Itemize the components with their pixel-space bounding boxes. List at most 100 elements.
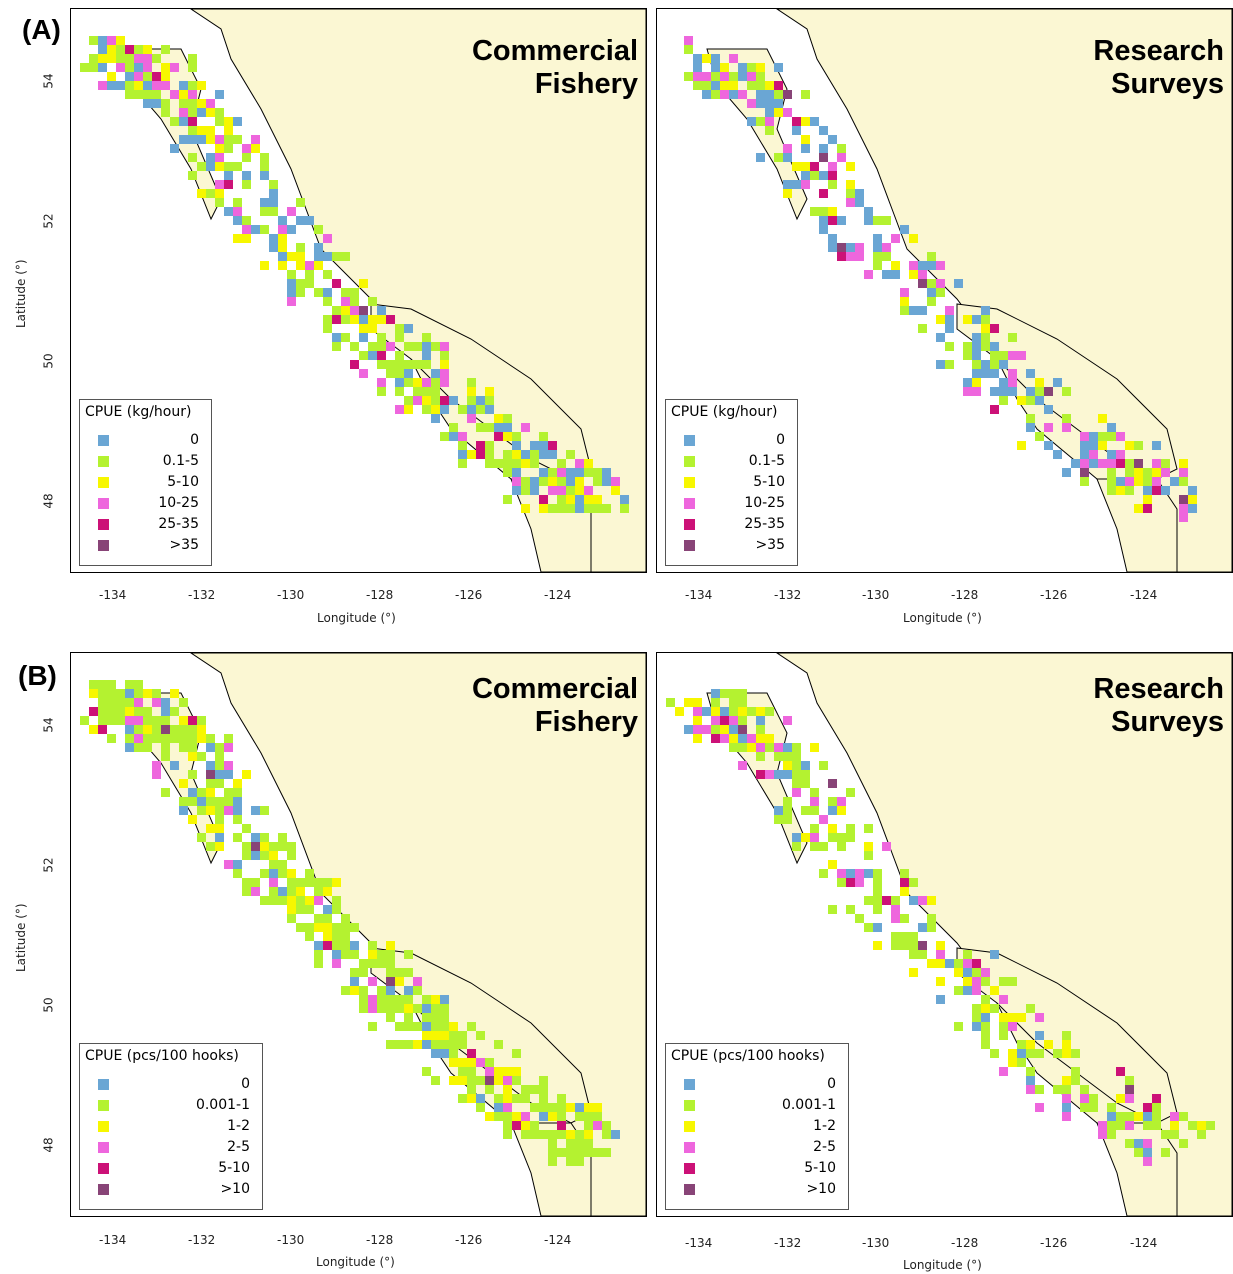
cpue-cell <box>1152 1094 1161 1103</box>
cpue-cell <box>1071 1049 1080 1058</box>
x-tick: -128 <box>951 1236 979 1250</box>
cpue-cell <box>431 1022 440 1031</box>
cpue-cell <box>873 243 882 252</box>
cpue-cell <box>269 198 278 207</box>
cpue-cell <box>936 977 945 986</box>
cpue-cell <box>837 243 846 252</box>
cpue-cell <box>828 243 837 252</box>
cpue-cell <box>557 1103 566 1112</box>
legend-title: CPUE (kg/hour) <box>671 404 778 420</box>
cpue-cell <box>269 180 278 189</box>
cpue-cell <box>927 923 936 932</box>
cpue-cell <box>521 1112 530 1121</box>
cpue-cell <box>584 504 593 513</box>
cpue-cell <box>152 761 161 770</box>
cpue-cell <box>143 72 152 81</box>
cpue-cell <box>404 1040 413 1049</box>
cpue-cell <box>846 878 855 887</box>
legend-item-label: >10 <box>806 1181 836 1197</box>
cpue-cell <box>1125 477 1134 486</box>
cpue-cell <box>918 279 927 288</box>
cpue-cell <box>1026 369 1035 378</box>
cpue-cell <box>485 450 494 459</box>
cpue-cell <box>179 117 188 126</box>
cpue-cell <box>161 108 170 117</box>
cpue-cell <box>134 90 143 99</box>
y-tick: 50 <box>41 353 56 369</box>
cpue-cell <box>368 324 377 333</box>
x-axis-label: Longitude (°) <box>903 611 982 625</box>
cpue-cell <box>620 504 629 513</box>
cpue-cell <box>611 1130 620 1139</box>
cpue-cell <box>386 342 395 351</box>
cpue-cell <box>260 869 269 878</box>
cpue-cell <box>1116 432 1125 441</box>
cpue-cell <box>810 824 819 833</box>
cpue-cell <box>125 63 134 72</box>
cpue-cell <box>1116 1067 1125 1076</box>
cpue-cell <box>107 734 116 743</box>
cpue-cell <box>224 770 233 779</box>
cpue-cell <box>1125 1085 1134 1094</box>
cpue-cell <box>720 725 729 734</box>
cpue-cell <box>828 207 837 216</box>
cpue-cell <box>332 333 341 342</box>
cpue-cell <box>350 306 359 315</box>
cpue-cell <box>296 878 305 887</box>
cpue-cell <box>440 1004 449 1013</box>
cpue-cell <box>251 833 260 842</box>
cpue-cell <box>900 941 909 950</box>
cpue-cell <box>1125 1112 1134 1121</box>
cpue-cell <box>720 72 729 81</box>
cpue-cell <box>738 698 747 707</box>
cpue-cell <box>485 441 494 450</box>
x-tick: -132 <box>188 1233 216 1247</box>
cpue-cell <box>720 63 729 72</box>
cpue-cell <box>819 815 828 824</box>
cpue-cell <box>891 941 900 950</box>
cpue-cell <box>963 351 972 360</box>
cpue-cell <box>936 995 945 1004</box>
cpue-cell <box>963 977 972 986</box>
x-axis-label: Longitude (°) <box>903 1258 982 1272</box>
cpue-cell <box>999 1031 1008 1040</box>
cpue-cell <box>1026 1067 1035 1076</box>
cpue-cell <box>287 288 296 297</box>
cpue-cell <box>810 162 819 171</box>
cpue-cell <box>972 351 981 360</box>
cpue-cell <box>341 932 350 941</box>
cpue-cell <box>1143 486 1152 495</box>
cpue-cell <box>765 108 774 117</box>
cpue-cell <box>1125 1121 1134 1130</box>
cpue-cell <box>900 225 909 234</box>
cpue-cell <box>350 977 359 986</box>
cpue-cell <box>98 54 107 63</box>
cpue-cell <box>323 270 332 279</box>
cpue-cell <box>936 959 945 968</box>
cpue-cell <box>575 495 584 504</box>
cpue-cell <box>215 162 224 171</box>
cpue-cell <box>206 189 215 198</box>
cpue-cell <box>170 725 179 734</box>
map-title-line1: Commercial <box>471 35 638 67</box>
cpue-cell <box>116 45 125 54</box>
cpue-cell <box>377 387 386 396</box>
cpue-cell <box>359 369 368 378</box>
cpue-cell <box>1089 459 1098 468</box>
cpue-cell <box>620 495 629 504</box>
cpue-cell <box>972 977 981 986</box>
cpue-cell <box>729 72 738 81</box>
cpue-cell <box>431 342 440 351</box>
cpue-cell <box>1026 387 1035 396</box>
cpue-cell <box>206 824 215 833</box>
cpue-cell <box>368 977 377 986</box>
cpue-cell <box>873 941 882 950</box>
cpue-cell <box>431 414 440 423</box>
cpue-cell <box>215 135 224 144</box>
cpue-cell <box>882 216 891 225</box>
cpue-cell <box>702 54 711 63</box>
cpue-cell <box>891 896 900 905</box>
cpue-cell <box>440 351 449 360</box>
cpue-cell <box>161 752 170 761</box>
cpue-cell <box>1152 468 1161 477</box>
